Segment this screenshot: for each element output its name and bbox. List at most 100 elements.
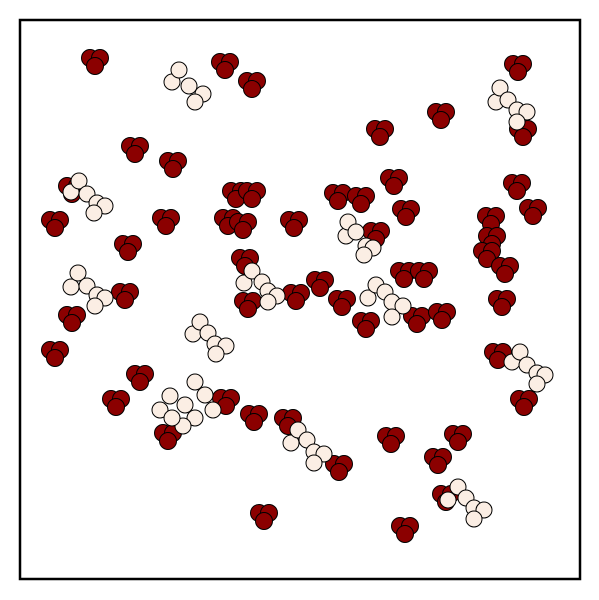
dark-cluster [250, 504, 278, 530]
dark-cluster [41, 211, 69, 237]
dark-cluster [212, 389, 240, 415]
light-cluster [337, 213, 382, 264]
light-particle [161, 387, 179, 405]
light-particle [508, 113, 526, 131]
dark-cluster [491, 257, 519, 283]
dark-cluster [114, 235, 142, 261]
dark-cluster [238, 182, 266, 208]
dark-cluster [102, 390, 130, 416]
dark-particle [239, 300, 257, 318]
dark-cluster [159, 152, 187, 178]
light-particle [62, 278, 80, 296]
dark-cluster [403, 307, 431, 333]
dark-particle [157, 217, 175, 235]
dark-particle [432, 111, 450, 129]
light-particle [186, 93, 204, 111]
dark-cluster [234, 292, 262, 318]
dark-particle [357, 320, 375, 338]
dark-cluster [211, 53, 239, 79]
dark-particle [509, 63, 527, 81]
light-particle [439, 491, 457, 509]
light-particle [305, 454, 323, 472]
dark-cluster [282, 284, 310, 310]
dark-cluster [427, 103, 455, 129]
dark-cluster [328, 290, 356, 316]
dark-cluster [280, 211, 308, 237]
dark-cluster [377, 427, 405, 453]
dark-particle [311, 279, 329, 297]
dark-particle [496, 265, 514, 283]
light-particle [383, 308, 401, 326]
dark-particle [164, 160, 182, 178]
dark-particle [116, 291, 134, 309]
dark-cluster [519, 199, 547, 225]
light-cluster [439, 478, 493, 528]
dark-particle [524, 207, 542, 225]
dark-particle [86, 57, 104, 75]
light-cluster [62, 172, 114, 222]
dark-cluster [41, 341, 69, 367]
dark-cluster [126, 365, 154, 391]
light-particle [355, 246, 373, 264]
light-particle [259, 293, 277, 311]
light-particle [465, 510, 483, 528]
light-particle [151, 401, 169, 419]
light-particle [85, 204, 103, 222]
dark-cluster [240, 405, 268, 431]
dark-cluster [366, 120, 394, 146]
dark-particle [408, 315, 426, 333]
dark-cluster [324, 184, 352, 210]
light-particle [491, 79, 509, 97]
dark-particle [352, 195, 370, 213]
dark-particle [243, 80, 261, 98]
light-particle [359, 289, 377, 307]
light-particle [282, 434, 300, 452]
light-particle [243, 262, 261, 280]
light-cluster [151, 373, 222, 435]
dark-cluster [392, 200, 420, 226]
particle-layer [41, 49, 554, 543]
dark-particle [216, 61, 234, 79]
dark-particle [63, 314, 81, 332]
light-cluster [487, 79, 536, 131]
light-cluster [62, 264, 114, 315]
dark-cluster [81, 49, 109, 75]
dark-particle [119, 243, 137, 261]
dark-particle [330, 463, 348, 481]
dark-cluster [444, 425, 472, 451]
dark-cluster [229, 213, 257, 239]
light-particle [170, 61, 188, 79]
light-particle [180, 77, 198, 95]
dark-cluster [510, 390, 538, 416]
light-cluster [184, 313, 235, 363]
light-particle [511, 343, 529, 361]
light-particle [207, 345, 225, 363]
dark-cluster [306, 271, 334, 297]
dark-cluster [473, 242, 501, 268]
dark-particle [371, 128, 389, 146]
dark-particle [329, 192, 347, 210]
dark-cluster [488, 290, 516, 316]
light-particle [204, 401, 222, 419]
dark-cluster [484, 343, 512, 369]
light-cluster [359, 276, 412, 326]
dark-particle [333, 298, 351, 316]
light-particle [186, 373, 204, 391]
light-particle [528, 375, 546, 393]
dark-cluster [362, 222, 390, 248]
dark-cluster [347, 187, 375, 213]
light-particle [186, 409, 204, 427]
dark-particle [514, 128, 532, 146]
dark-particle [131, 373, 149, 391]
light-cluster [282, 421, 333, 472]
light-particle [347, 223, 365, 241]
dark-particle [107, 398, 125, 416]
light-particle [196, 386, 214, 404]
plot-frame [18, 18, 582, 581]
light-particle [163, 409, 181, 427]
light-particle [394, 297, 412, 315]
light-particle [69, 264, 87, 282]
dark-particle [433, 311, 451, 329]
dark-particle [287, 292, 305, 310]
dark-particle [396, 525, 414, 543]
